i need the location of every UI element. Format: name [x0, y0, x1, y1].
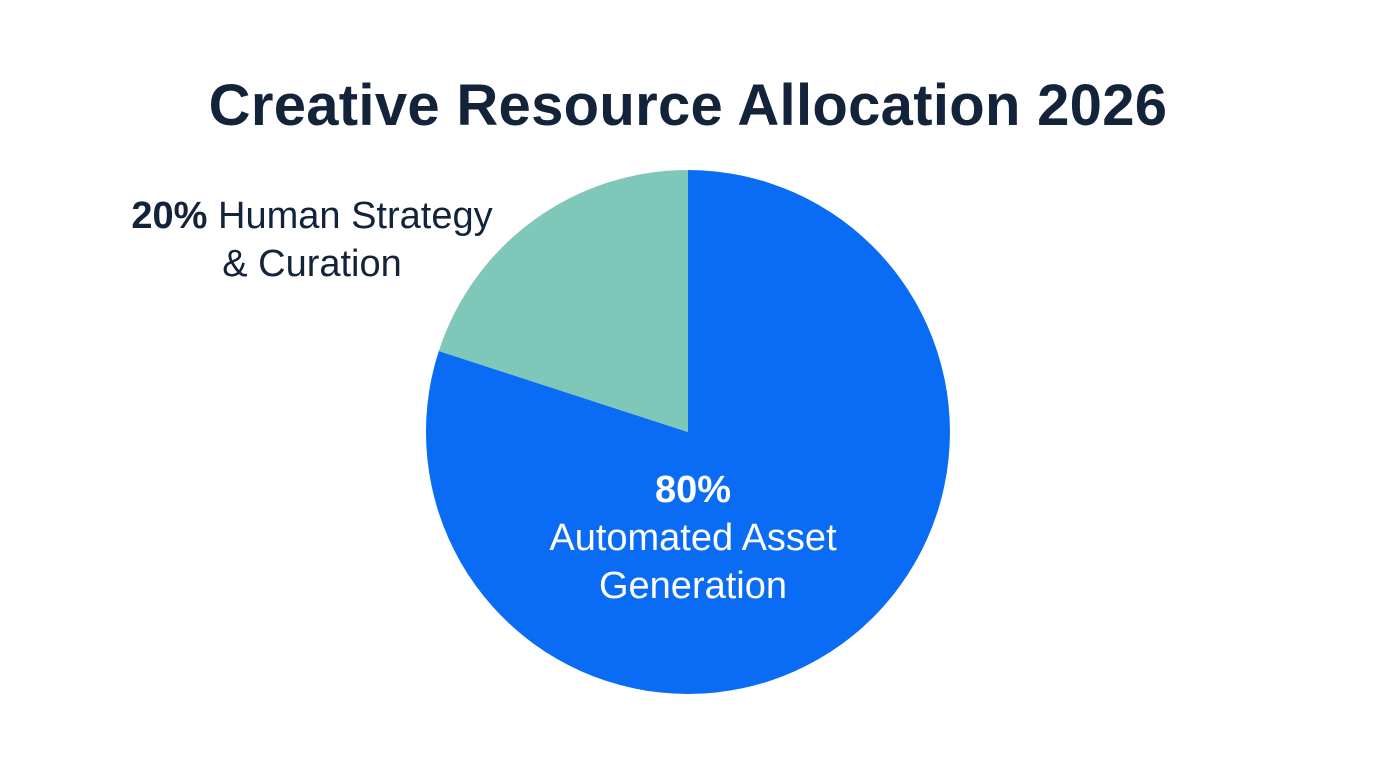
human-label-line2: & Curation	[222, 243, 402, 285]
label-automated-asset: 80% Automated Asset Generation	[488, 466, 898, 610]
human-label-line1: Human Strategy	[218, 195, 493, 237]
auto-label-line2: Generation	[598, 565, 787, 607]
slice-automated-asset-generation	[425, 170, 950, 694]
human-percent: 20%	[131, 195, 208, 237]
slice-human-strategy-curation	[438, 170, 688, 432]
auto-label-line1: Automated Asset	[549, 517, 837, 559]
label-human-strategy: 20% Human Strategy & Curation	[100, 192, 524, 288]
auto-percent: 80%	[654, 469, 732, 511]
chart-title: Creative Resource Allocation 2026	[208, 73, 1168, 138]
